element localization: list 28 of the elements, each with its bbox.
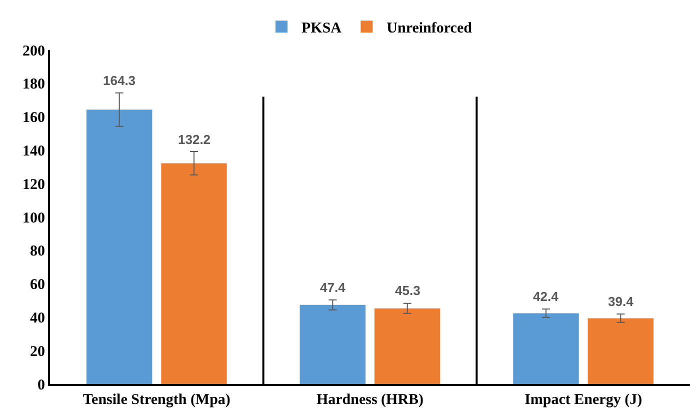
y-tick-label: 200 <box>22 43 45 60</box>
data-label: 39.4 <box>608 294 634 309</box>
y-tick-label: 180 <box>22 76 45 93</box>
bar <box>161 163 227 384</box>
legend-label: Unreinforced <box>386 20 473 36</box>
x-tick-label: Hardness (HRB) <box>316 392 424 408</box>
data-label: 42.4 <box>533 289 560 304</box>
data-label: 164.3 <box>103 73 136 88</box>
bar <box>513 313 579 384</box>
y-tick-label: 60 <box>30 277 45 294</box>
data-label: 47.4 <box>320 280 346 295</box>
y-tick-label: 140 <box>22 143 45 160</box>
bar <box>86 110 152 384</box>
y-tick-label: 40 <box>30 310 45 326</box>
bar <box>374 308 440 384</box>
data-label: 45.3 <box>395 283 420 298</box>
y-tick-label: 20 <box>30 344 45 360</box>
bar <box>588 318 654 384</box>
x-tick-label: Impact Energy (J) <box>524 392 642 408</box>
y-tick-label: 120 <box>22 176 45 193</box>
x-tick-label: Tensile Strength (Mpa) <box>82 392 230 408</box>
data-label: 132.2 <box>178 132 211 147</box>
y-tick-label: 100 <box>22 210 45 226</box>
y-tick-label: 80 <box>30 244 45 260</box>
y-tick-label: 160 <box>22 110 45 126</box>
bar <box>300 304 366 384</box>
y-tick-label: 0 <box>38 377 45 394</box>
legend-label: PKSA <box>302 20 342 36</box>
